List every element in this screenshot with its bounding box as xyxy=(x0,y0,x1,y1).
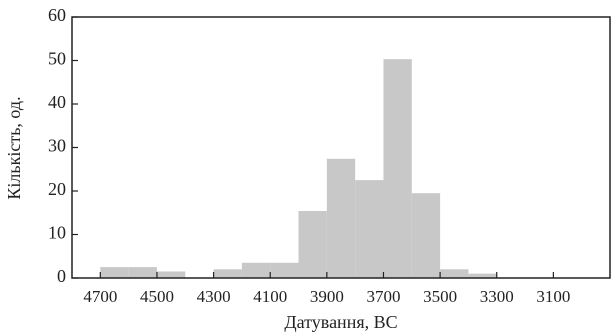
bar xyxy=(411,193,441,278)
x-tick-label: 3100 xyxy=(536,287,570,306)
bar xyxy=(383,59,412,278)
x-tick-label: 3900 xyxy=(310,287,344,306)
x-tick-label: 3300 xyxy=(480,287,514,306)
y-tick-label: 60 xyxy=(48,5,66,25)
x-tick-label: 4100 xyxy=(253,287,287,306)
bar xyxy=(241,262,271,278)
bar xyxy=(326,158,356,278)
y-tick-label: 30 xyxy=(48,136,66,156)
x-tick-label: 4300 xyxy=(197,287,231,306)
x-tick-label: 4700 xyxy=(83,287,117,306)
bar xyxy=(355,180,384,278)
y-tick-label: 50 xyxy=(48,49,66,69)
y-axis-label: Кількість, од. xyxy=(4,96,24,199)
y-tick-label: 0 xyxy=(57,266,66,286)
y-tick-label: 10 xyxy=(48,223,66,243)
y-tick-label: 40 xyxy=(48,92,66,112)
bar xyxy=(270,262,299,278)
bar xyxy=(440,269,469,278)
bar xyxy=(128,267,157,278)
y-tick-label: 20 xyxy=(48,179,66,199)
bar xyxy=(100,267,129,278)
bar xyxy=(298,211,327,278)
bar xyxy=(156,271,186,278)
x-tick-label: 3700 xyxy=(366,287,400,306)
x-axis-label: Датування, BC xyxy=(284,312,397,332)
x-tick-label: 4500 xyxy=(140,287,174,306)
bar xyxy=(213,269,242,278)
x-tick-label: 3500 xyxy=(423,287,457,306)
bar xyxy=(468,273,497,278)
